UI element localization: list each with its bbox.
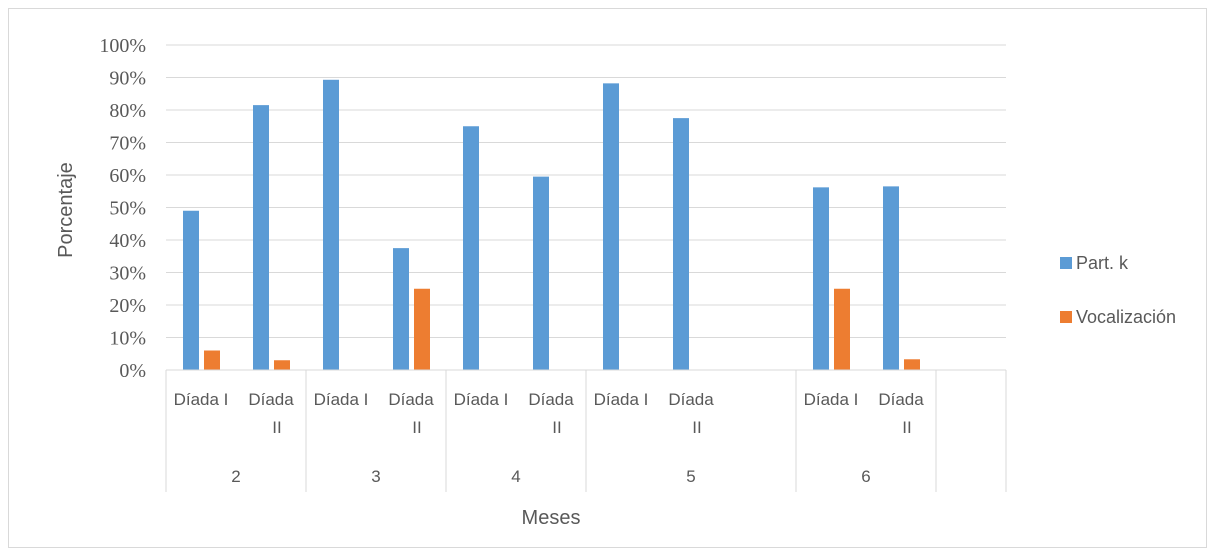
x-category-label: Díada I	[804, 390, 859, 409]
x-category-label: Díada	[878, 390, 924, 409]
y-tick-label: 50%	[109, 198, 146, 220]
legend-label: Vocalización	[1076, 307, 1176, 327]
y-tick-label: 0%	[119, 360, 146, 382]
y-tick-label: 20%	[109, 295, 146, 317]
bar-part-k	[253, 105, 269, 370]
x-group-label: 6	[861, 467, 870, 486]
bar-part-k	[813, 187, 829, 370]
bar-part-k	[603, 83, 619, 370]
y-tick-label: 60%	[109, 165, 146, 187]
x-axis-title: Meses	[522, 507, 581, 529]
bar-part-k	[533, 176, 549, 370]
x-category-label: Díada	[388, 390, 434, 409]
bar-vocalizacion	[904, 359, 920, 370]
bar-vocalizacion	[204, 350, 220, 370]
y-tick-label: 100%	[99, 35, 146, 57]
legend: Part. k Vocalización	[1060, 253, 1176, 327]
bar-vocalizacion	[834, 288, 850, 370]
legend-swatch	[1060, 257, 1072, 269]
y-tick-label: 90%	[109, 68, 146, 90]
bar-part-k	[463, 126, 479, 370]
y-tick-label: 80%	[109, 100, 146, 122]
x-category-label: II	[272, 418, 281, 437]
x-category-label: Díada	[668, 390, 714, 409]
y-tick-label: 30%	[109, 263, 146, 285]
gridlines	[166, 44, 1006, 338]
x-category-label: II	[412, 418, 421, 437]
x-category-label: II	[692, 418, 701, 437]
x-category-label: Díada I	[454, 390, 509, 409]
x-group-label: 2	[231, 467, 240, 486]
bar-vocalizacion	[414, 288, 430, 370]
x-axis: Díada I Díada II Díada I Díada II Díada I Díada…	[165, 369, 1007, 492]
x-category-label: Díada	[248, 390, 294, 409]
bars	[183, 79, 920, 371]
bar-part-k	[883, 186, 899, 370]
x-category-label: Díada	[528, 390, 574, 409]
y-axis-title: Porcentaje	[55, 162, 77, 258]
x-category-label: Díada I	[174, 390, 229, 409]
x-group-label: 4	[511, 467, 520, 486]
x-group-label: 5	[686, 467, 695, 486]
bar-part-k	[323, 79, 339, 371]
y-axis-ticks: 0% 10% 20% 30% 40% 50% 60% 70% 80% 90% 100%	[99, 35, 146, 382]
bar-part-k	[183, 210, 199, 370]
legend-swatch	[1060, 311, 1072, 323]
x-category-label: II	[552, 418, 561, 437]
x-category-label: II	[902, 418, 911, 437]
y-tick-label: 70%	[109, 133, 146, 155]
bar-vocalizacion	[274, 360, 290, 370]
x-category-label: Díada I	[314, 390, 369, 409]
y-tick-label: 10%	[109, 328, 146, 350]
y-tick-label: 40%	[109, 230, 146, 252]
x-group-label: 3	[371, 467, 380, 486]
bar-part-k	[393, 248, 409, 370]
x-category-label: Díada I	[594, 390, 649, 409]
legend-label: Part. k	[1076, 253, 1129, 273]
bar-part-k	[673, 118, 689, 370]
